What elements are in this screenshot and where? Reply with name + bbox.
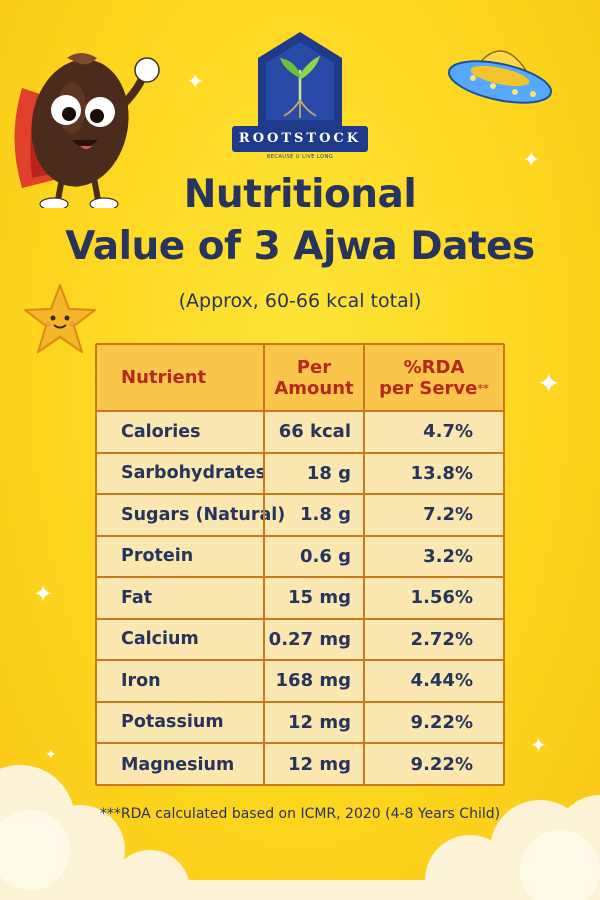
cloud-icon	[0, 765, 600, 900]
table-row: Calories 66 kcal 4.7%	[97, 412, 503, 454]
date-mascot-icon	[14, 53, 160, 208]
table-row: Potassium 12 mg 9.22%	[97, 702, 503, 744]
ufo-icon	[447, 50, 553, 104]
nutrient-cell: Magnesium	[121, 754, 235, 775]
rda-cell: 1.56%	[363, 578, 503, 618]
rda-cell: 7.2%	[363, 495, 503, 535]
amount-cell: 18 g	[263, 453, 363, 493]
nutrient-cell: Sarbohydrates	[121, 463, 267, 484]
rda-cell: 4.7%	[363, 412, 503, 452]
brand-logo: ROOTSTOCK BECAUSE U LIVE LONG	[232, 30, 368, 160]
nutrient-cell: Potassium	[121, 712, 224, 733]
nutrient-cell: Sugars (Natural)	[121, 504, 286, 525]
nutrient-cell: Protein	[121, 546, 194, 567]
nutrient-cell: Calcium	[121, 629, 199, 650]
rda-cell: 4.44%	[363, 661, 503, 701]
nutrition-table: Nutrient Per Amount %RDA per Serve** Cal…	[95, 343, 505, 786]
table-header-row: Nutrient Per Amount %RDA per Serve**	[97, 345, 503, 412]
sparkle-icon: ✦	[45, 747, 57, 763]
header-amount-line2: Amount	[274, 377, 354, 399]
sparkle-icon: ✦	[530, 733, 547, 757]
sparkle-icon: ✦	[522, 148, 541, 173]
page-title-line2: Value of 3 Ajwa Dates	[65, 224, 535, 269]
table-row: Calcium 0.27 mg 2.72%	[97, 619, 503, 661]
header-rda: %RDA per Serve**	[363, 345, 503, 410]
amount-cell: 66 kcal	[263, 412, 363, 452]
brand-tagline: BECAUSE U LIVE LONG	[266, 154, 334, 160]
amount-cell: 12 mg	[263, 744, 363, 786]
rda-cell: 9.22%	[363, 744, 503, 786]
star-mascot-icon	[24, 284, 96, 353]
header-rda-mark: **	[477, 381, 489, 395]
amount-cell: 12 mg	[263, 702, 363, 742]
table-row: Fat 15 mg 1.56%	[97, 578, 503, 620]
header-amount-line1: Per	[296, 356, 332, 378]
rda-cell: 3.2%	[363, 536, 503, 576]
nutrient-cell: Fat	[121, 587, 153, 608]
rda-cell: 9.22%	[363, 702, 503, 742]
table-row: Sugars (Natural) 1.8 g 7.2%	[97, 495, 503, 537]
header-rda-line1: %RDA	[403, 356, 465, 378]
sparkle-icon: ✦	[186, 70, 205, 95]
table-row: Magnesium 12 mg 9.22%	[97, 744, 503, 786]
nutrient-cell: Iron	[121, 670, 161, 691]
nutrient-cell: Calories	[121, 421, 201, 442]
footnote: ***RDA calculated based on ICMR, 2020 (4…	[99, 806, 501, 822]
header-rda-line2: per Serve	[379, 377, 478, 399]
header-amount: Per Amount	[263, 345, 363, 410]
amount-cell: 168 mg	[263, 661, 363, 701]
page-subtitle: (Approx, 60-66 kcal total)	[178, 290, 422, 312]
table-row: Protein 0.6 g 3.2%	[97, 536, 503, 578]
amount-cell: 1.8 g	[263, 495, 363, 535]
rda-cell: 2.72%	[363, 619, 503, 659]
table-row: Sarbohydrates 18 g 13.8%	[97, 453, 503, 495]
brand-name: ROOTSTOCK	[232, 126, 368, 152]
sprout-logo-icon	[258, 32, 342, 126]
header-nutrient: Nutrient	[121, 367, 207, 388]
amount-cell: 0.27 mg	[263, 619, 363, 659]
rda-cell: 13.8%	[363, 453, 503, 493]
amount-cell: 0.6 g	[263, 536, 363, 576]
table-row: Iron 168 mg 4.44%	[97, 661, 503, 703]
sparkle-icon: ✦	[33, 580, 54, 608]
amount-cell: 15 mg	[263, 578, 363, 618]
page-title-line1: Nutritional	[183, 172, 417, 217]
sparkle-icon: ✦	[537, 367, 561, 400]
